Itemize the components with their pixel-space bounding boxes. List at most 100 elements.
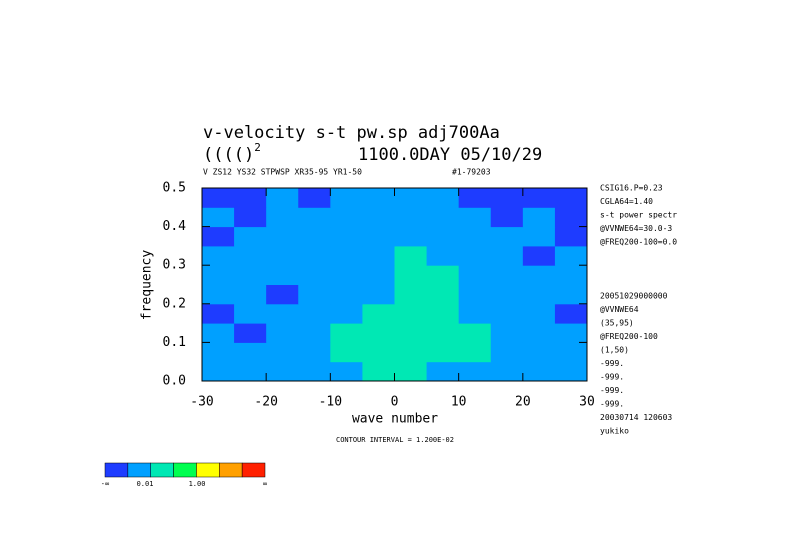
- contour-cell: [394, 303, 428, 324]
- contour-cell: [394, 284, 428, 305]
- contour-cell: [266, 245, 299, 266]
- contour-cell: [202, 207, 235, 228]
- contour-cell: [554, 342, 588, 363]
- side-text: -999.: [600, 359, 624, 368]
- side-text: s-t power spectr: [600, 211, 677, 220]
- contour-cell: [234, 265, 267, 285]
- contour-cell: [490, 303, 524, 324]
- contour-cell: [522, 188, 556, 208]
- contour-cell: [394, 265, 428, 285]
- colorbar-label: 0.01: [137, 480, 154, 488]
- contour-cell: [522, 342, 556, 363]
- contour-cell: [554, 207, 588, 228]
- side-text: @FREQ200-100: [600, 332, 658, 341]
- title2-right: 1100.0DAY 05/10/29: [358, 145, 542, 165]
- field: [202, 188, 588, 382]
- contour-cell: [458, 323, 492, 343]
- contour-cell: [234, 188, 267, 208]
- contour-cell: [330, 303, 363, 324]
- contour-cell: [266, 188, 299, 208]
- title-line2: (((()2 1100.0DAY 05/10/29: [203, 141, 542, 165]
- contour-cell: [522, 284, 556, 305]
- contour-cell: [362, 226, 395, 247]
- contour-cell: [458, 188, 492, 208]
- contour-cell: [426, 245, 460, 266]
- contour-cell: [394, 342, 428, 363]
- contour-cell: [522, 323, 556, 343]
- contour-cell: [490, 284, 524, 305]
- side-text: @FREQ200-100=0.0: [600, 238, 677, 247]
- contour-cell: [426, 226, 460, 247]
- contour-cell: [522, 226, 556, 247]
- x-tick-label: -30: [190, 395, 213, 410]
- contour-cell: [490, 342, 524, 363]
- axes: -30 -20 -10 0 10 20 30 0.0 0.1 0.2 0.3 0.4 0.5: [163, 181, 595, 410]
- contour-cell: [234, 207, 267, 228]
- colorbar-swatch: [241, 462, 266, 478]
- contour-cell: [394, 361, 428, 382]
- contour-cell: [330, 245, 363, 266]
- contour-cell: [298, 342, 331, 363]
- contour-cell: [362, 284, 395, 305]
- x-tick-label: -10: [319, 395, 342, 410]
- contour-cell: [234, 245, 267, 266]
- y-axis-label: frequency: [140, 250, 155, 321]
- contour-cell: [202, 342, 235, 363]
- contour-cell: [426, 188, 460, 208]
- contour-cell: [490, 361, 524, 382]
- contour-cell: [298, 361, 331, 382]
- contour-cell: [298, 265, 331, 285]
- y-tick-label: 0.5: [163, 181, 186, 196]
- contour-cell: [554, 284, 588, 305]
- contour-cell: [266, 207, 299, 228]
- contour-cell: [554, 188, 588, 208]
- contour-cell: [362, 303, 395, 324]
- x-axis-label: wave number: [352, 412, 438, 427]
- y-tick-label: 0.4: [163, 219, 187, 234]
- title2-sup: 2: [254, 141, 261, 154]
- colorbar-swatch: [127, 462, 151, 478]
- contour-cell: [298, 303, 331, 324]
- contour-cell: [458, 245, 492, 266]
- contour-cell: [362, 188, 395, 208]
- side-text: -999.: [600, 400, 624, 409]
- contour-cell: [234, 303, 267, 324]
- colorbar-label: -∞: [101, 480, 109, 488]
- side-text: CGLA64=1.40: [600, 197, 653, 206]
- colorbar-swatch: [173, 462, 197, 478]
- contour-cell: [426, 323, 460, 343]
- chart-title: v-velocity s-t pw.sp adj700Aa: [203, 123, 500, 143]
- contour-cell: [554, 245, 588, 266]
- y-tick-label: 0.1: [163, 335, 186, 350]
- contour-cell: [554, 303, 588, 324]
- contour-cell: [394, 226, 428, 247]
- side-text: @VVNWE64=30.0-3: [600, 224, 672, 233]
- contour-cell: [234, 284, 267, 305]
- contour-cell: [202, 361, 235, 382]
- contour-cell: [266, 226, 299, 247]
- contour-cell: [458, 265, 492, 285]
- contour-cell: [426, 342, 460, 363]
- contour-cell: [490, 226, 524, 247]
- x-tick-label: 10: [451, 395, 467, 410]
- contour-cell: [490, 323, 524, 343]
- contour-cell: [202, 265, 235, 285]
- contour-cell: [426, 265, 460, 285]
- contour-cell: [266, 284, 299, 305]
- contour-cell: [458, 361, 492, 382]
- subtitle-right: #1-79203: [452, 168, 491, 177]
- contour-cell: [490, 207, 524, 228]
- contour-cell: [490, 188, 524, 208]
- contour-cell: [554, 361, 588, 382]
- contour-cell: [202, 284, 235, 305]
- colorbar-label: 1.00: [189, 480, 206, 488]
- contour-cell: [362, 342, 395, 363]
- y-tick-label: 0.0: [163, 374, 186, 389]
- contour-cell: [490, 265, 524, 285]
- contour-cell: [554, 265, 588, 285]
- side-text: 20051029000000: [600, 292, 668, 301]
- title2-left: ((((): [203, 145, 254, 165]
- x-tick-label: -20: [254, 395, 277, 410]
- contour-cell: [202, 226, 235, 247]
